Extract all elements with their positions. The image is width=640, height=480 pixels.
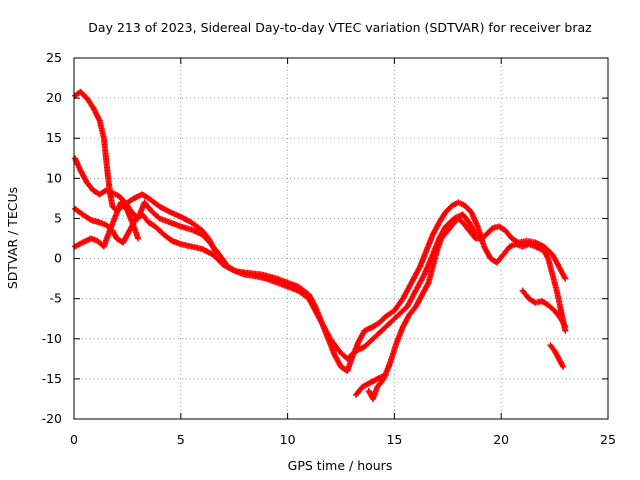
- series-track-g: [547, 342, 567, 370]
- x-tick-label: 5: [177, 432, 185, 447]
- x-tick-label: 10: [280, 432, 296, 447]
- y-tick-label: 0: [54, 251, 62, 266]
- y-tick-label: 5: [54, 210, 62, 225]
- y-tick-label: 10: [46, 170, 62, 185]
- x-tick-label: 25: [600, 432, 616, 447]
- y-tick-label: -20: [42, 411, 62, 426]
- y-axis-label: SDTVAR / TECUs: [5, 187, 20, 289]
- data-point: [135, 235, 142, 242]
- y-tick-label: -10: [42, 331, 62, 346]
- data-points: [72, 88, 569, 402]
- x-axis-label: GPS time / hours: [288, 458, 393, 473]
- x-tick-label: 20: [493, 432, 509, 447]
- data-point: [382, 371, 389, 378]
- y-tick-label: -15: [42, 371, 62, 386]
- series-track-e: [365, 215, 569, 402]
- chart-title: Day 213 of 2023, Sidereal Day-to-day VTE…: [88, 20, 592, 35]
- series-track-h: [352, 371, 389, 398]
- data-point: [560, 363, 567, 370]
- x-tick-label: 0: [70, 432, 78, 447]
- series-track-f: [519, 287, 569, 330]
- data-point: [562, 275, 569, 282]
- y-tick-label: 15: [46, 130, 62, 145]
- series-track-c: [72, 205, 479, 362]
- series-track-d: [72, 199, 142, 250]
- x-tick-label: 15: [386, 432, 402, 447]
- axis-ticks: 0 5 10 15 20 25 -20 -15 -10 -5 0 5 10 15 20 25: [42, 50, 616, 447]
- grid: [74, 58, 608, 419]
- y-tick-label: -5: [50, 291, 62, 306]
- data-point: [562, 323, 569, 330]
- y-tick-label: 25: [46, 50, 62, 65]
- y-tick-label: 20: [46, 90, 62, 105]
- series-track-b: [72, 155, 569, 374]
- plot-frame: [73, 57, 609, 420]
